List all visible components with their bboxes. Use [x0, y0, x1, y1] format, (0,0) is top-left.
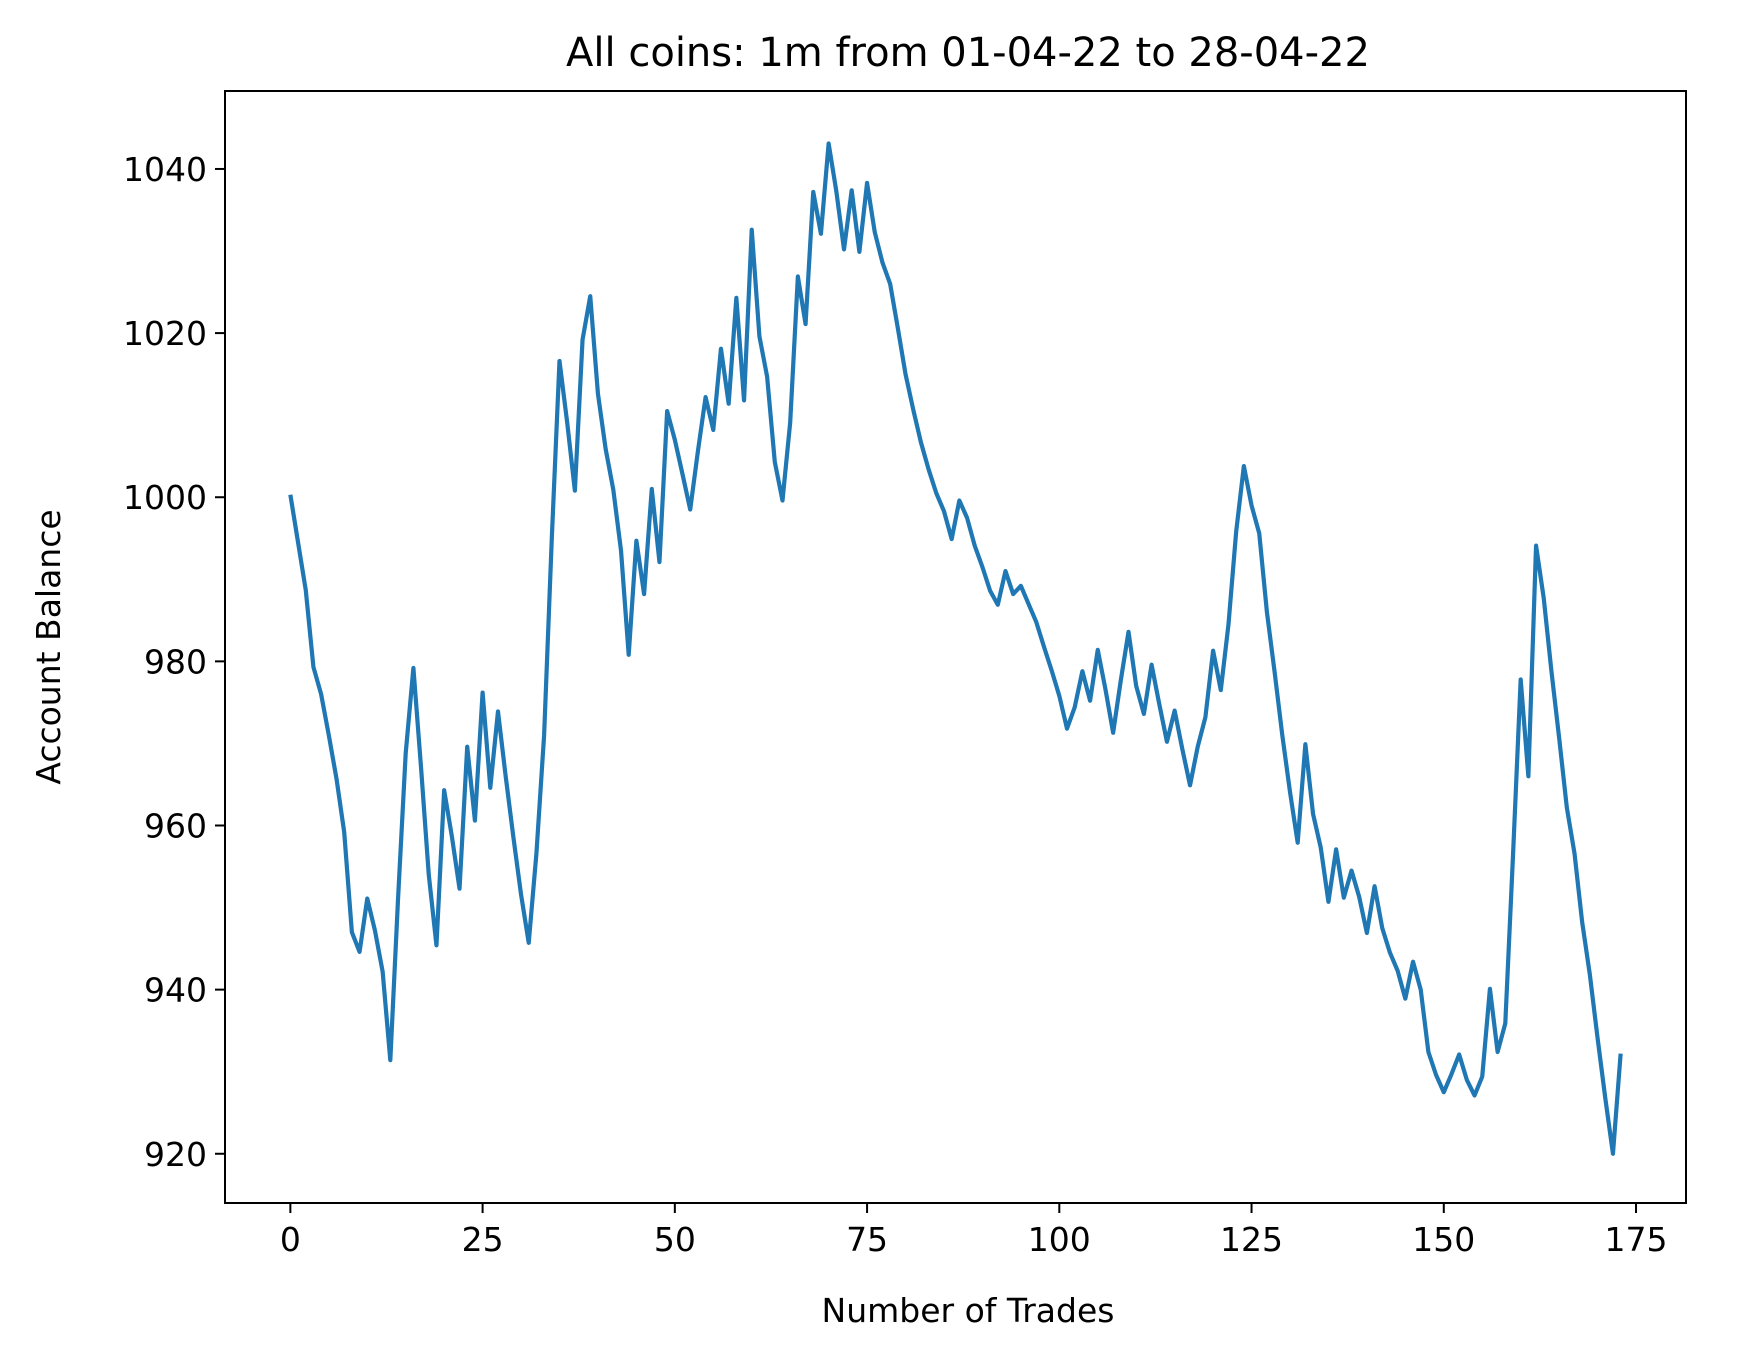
y-tick-label: 1000 [123, 478, 207, 517]
x-axis: 0 25 50 75 100 125 150 175 [280, 1203, 1668, 1259]
x-tick-label: 75 [846, 1220, 888, 1259]
y-tick-label: 920 [144, 1135, 207, 1174]
x-axis-label: Number of Trades [822, 1291, 1115, 1330]
x-tick-label: 125 [1220, 1220, 1283, 1259]
plot-area [288, 141, 1623, 1156]
x-tick-label: 175 [1605, 1220, 1668, 1259]
y-axis-label: Account Balance [29, 509, 68, 784]
plot-frame [224, 90, 1687, 1204]
y-tick-label: 940 [144, 971, 207, 1010]
series-line-0 [288, 141, 1623, 1156]
x-tick-label: 50 [654, 1220, 696, 1259]
x-tick-label: 25 [462, 1220, 504, 1259]
y-tick-label: 980 [144, 642, 207, 681]
y-tick-label: 960 [144, 806, 207, 845]
chart-title: All coins: 1m from 01-04-22 to 28-04-22 [566, 30, 1370, 76]
y-tick-label: 1040 [123, 150, 207, 189]
y-axis: 920 940 960 980 1000 1020 1040 [123, 150, 225, 1174]
x-tick-label: 150 [1412, 1220, 1475, 1259]
y-tick-label: 1020 [123, 314, 207, 353]
x-tick-label: 100 [1028, 1220, 1091, 1259]
x-tick-label: 0 [280, 1220, 301, 1259]
